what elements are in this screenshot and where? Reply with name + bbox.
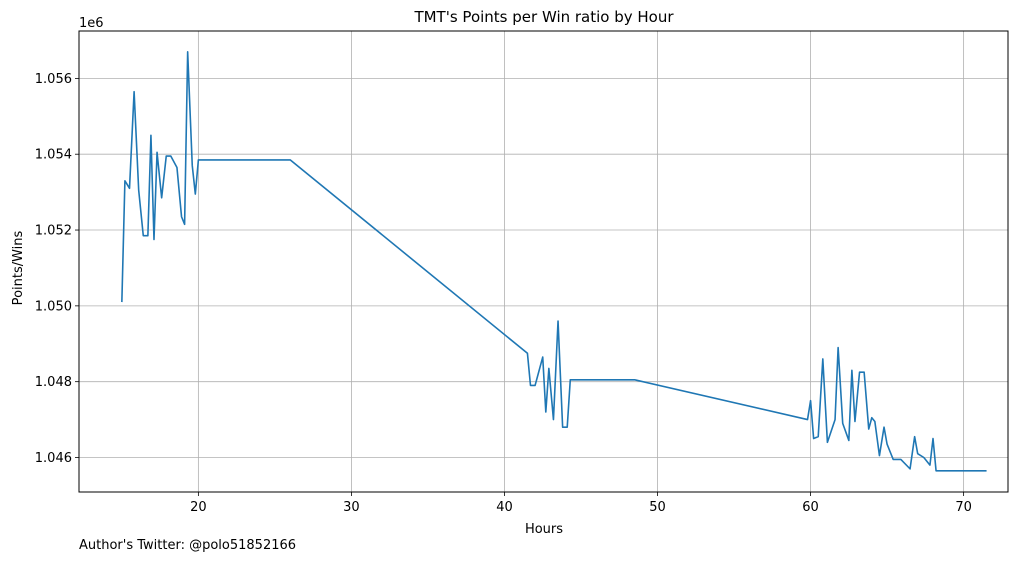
- x-tick-label: 40: [496, 500, 513, 515]
- x-tick-label: 50: [649, 500, 666, 515]
- x-tick-label: 70: [955, 500, 972, 515]
- x-tick-label: 30: [343, 500, 360, 515]
- x-tick-label: 20: [190, 500, 207, 515]
- y-tick-label: 1.052: [35, 224, 72, 239]
- series-line: [121, 51, 987, 472]
- x-axis-label: Hours: [525, 522, 563, 537]
- x-axis-ticks: 20 30 40 50 60 70: [190, 492, 972, 515]
- y-tick-label: 1.046: [35, 451, 72, 466]
- y-tick-label: 1.056: [35, 72, 72, 87]
- grid-lines: [79, 31, 1008, 492]
- y-axis-label: Points/Wins: [11, 230, 26, 305]
- y-tick-label: 1.050: [35, 299, 72, 314]
- y-axis-offset-label: 1e6: [79, 16, 104, 31]
- y-axis-ticks: 1.046 1.048 1.050 1.052 1.054 1.056: [35, 72, 79, 466]
- plot-frame: [78, 30, 1009, 493]
- author-twitter-note: Author's Twitter: @polo51852166: [79, 538, 297, 553]
- x-tick-label: 60: [802, 500, 819, 515]
- chart-title: TMT's Points per Win ratio by Hour: [413, 8, 674, 26]
- y-tick-label: 1.048: [35, 375, 72, 390]
- y-tick-label: 1.054: [35, 148, 72, 163]
